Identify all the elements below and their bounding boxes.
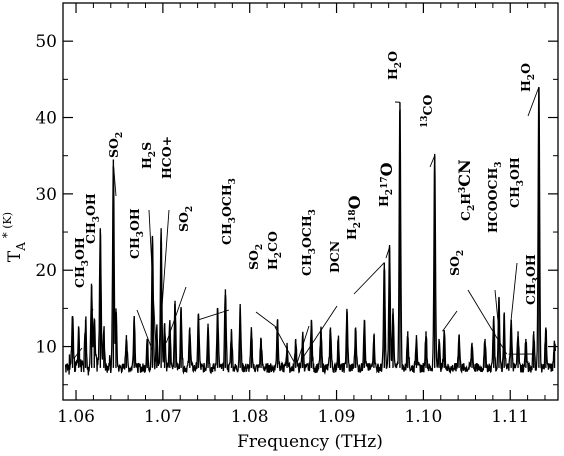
annotation-label: H2O (518, 63, 537, 92)
annotation-label: 13CO (420, 95, 435, 128)
plot-frame (62, 2, 559, 401)
annotation-leader (274, 326, 295, 363)
svg-text:TA * (K): TA * (K) (0, 212, 28, 262)
annotation-label: DCN (327, 241, 342, 273)
annotation-label: H2O (385, 51, 404, 80)
annotation-label: H2CO (265, 231, 284, 270)
annotation-leader (494, 289, 500, 332)
y-axis-title-star: * (0, 232, 14, 242)
annotation-label: CH3OH (507, 157, 526, 208)
x-tick-label: 1.08 (231, 407, 269, 427)
annotation-label: HCOOCH3 (485, 161, 504, 233)
annotation-label: CH3OH (72, 237, 91, 288)
x-tick-label: 1.06 (57, 407, 95, 427)
x-tick-label: 1.09 (318, 407, 356, 427)
annotation-leader (302, 305, 338, 359)
annotation-leader (385, 247, 390, 259)
annotation-label: CH3OCH3 (299, 209, 318, 276)
annotation-leader (198, 309, 230, 321)
annotation-label: SO2 (246, 244, 265, 270)
x-tick-label: 1.11 (491, 407, 529, 427)
annotation-leader (353, 262, 385, 295)
annotation-label: SO2 (106, 132, 125, 158)
y-tick-label: 40 (35, 109, 57, 129)
annotation-leader (148, 209, 157, 347)
annotation-leader (112, 163, 117, 197)
annotation-leader (442, 310, 458, 332)
y-axis-title: TA * (K) (0, 212, 28, 262)
y-tick-label: 10 (35, 338, 57, 358)
spectrum-layer (64, 86, 557, 376)
x-axis-ticks: 1.06 1.07 1.08 1.09 1.10 1.11 (57, 3, 546, 427)
annotation-label: SO2 (447, 250, 466, 276)
x-tick-label: 1.07 (144, 407, 182, 427)
annotation-leader (467, 289, 508, 355)
annotation-leader (136, 309, 153, 351)
y-axis-ticks: 10 20 30 40 50 (35, 2, 558, 386)
annotation-label: CH3OCH3 (219, 178, 238, 245)
annotation-leaders (73, 86, 540, 363)
annotation-leader (297, 325, 310, 362)
annotation-label: H218O (344, 195, 364, 240)
y-tick-label: 20 (35, 261, 57, 281)
annotation-leader (158, 209, 170, 343)
annotation-leader (527, 86, 540, 117)
y-axis-title-sub: A (14, 242, 28, 252)
y-axis-title-unit: (K) (1, 212, 14, 232)
annotation-label: CH3OH (127, 208, 146, 259)
annotation-label: H217O (376, 162, 396, 207)
annotation-label: CH3OH (523, 254, 542, 305)
annotation-leader (91, 308, 94, 313)
annotation-leader (165, 286, 187, 343)
annotation-label: CH3OH (83, 193, 102, 244)
x-tick-label: 1.10 (404, 407, 442, 427)
y-axis-title-main: T (5, 250, 25, 262)
annotation-leader (73, 347, 83, 359)
annotation-leader (255, 311, 277, 328)
annotation-label: HCO+ (159, 136, 174, 179)
annotation-leader (510, 262, 518, 320)
annotation-label: C2H3CN (455, 159, 477, 221)
annotation-leader (429, 155, 436, 168)
x-axis-title: Frequency (THz) (237, 432, 383, 452)
y-tick-label: 30 (35, 185, 57, 205)
y-tick-label: 50 (35, 32, 57, 52)
annotation-label: H2S (139, 142, 158, 169)
annotation-label: SO2 (176, 206, 195, 232)
